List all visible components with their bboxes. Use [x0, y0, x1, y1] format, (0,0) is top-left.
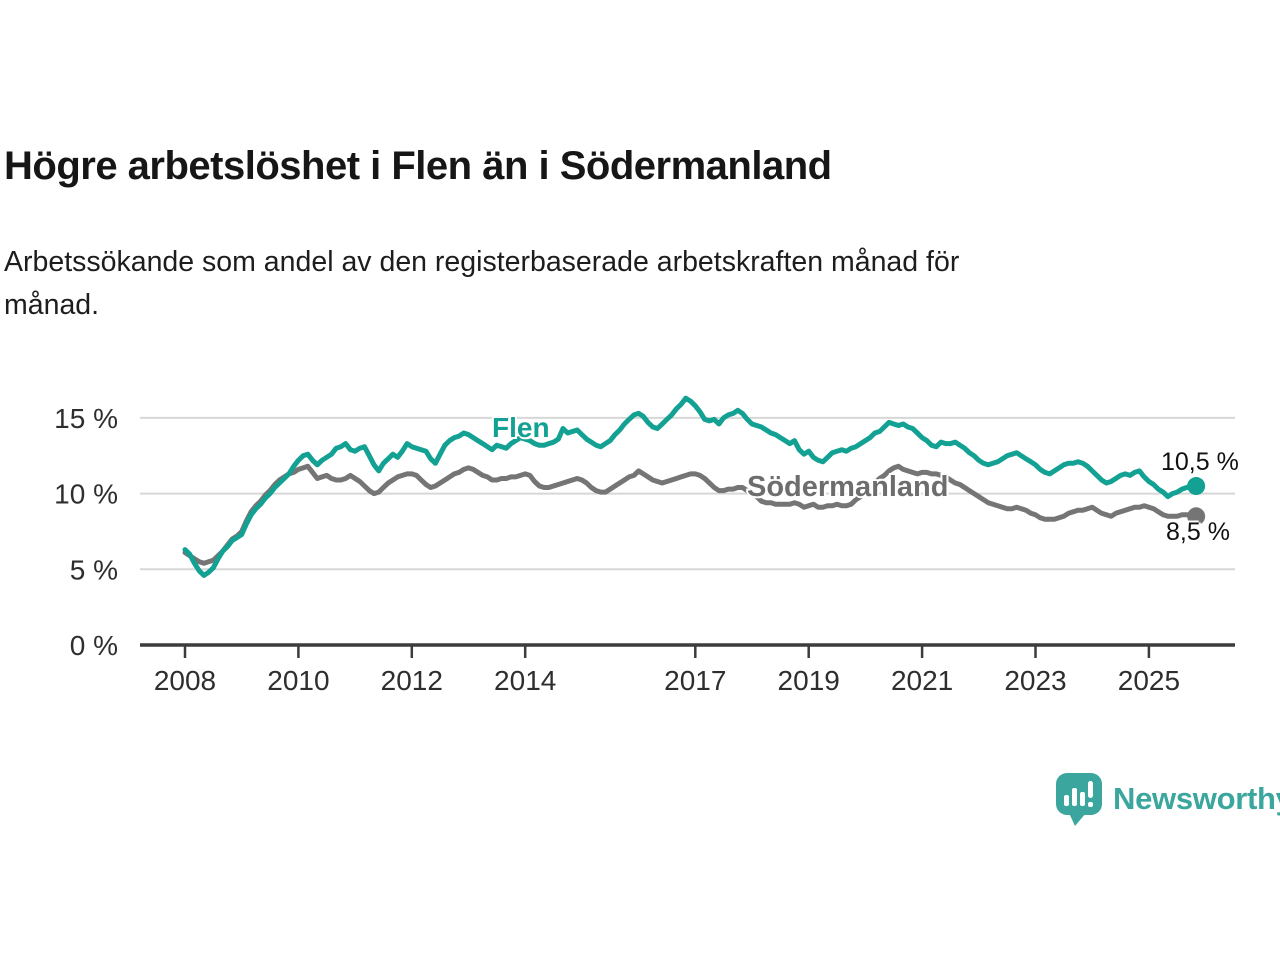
subtitle-line-1: Arbetssökande som andel av den registerb…: [4, 246, 960, 278]
series-label-flen: Flen: [492, 412, 550, 443]
x-tick-label-2019: 2019: [778, 665, 840, 696]
x-tick-label-2010: 2010: [267, 665, 329, 696]
page-title: Högre arbetslöshet i Flen än i Södermanl…: [4, 144, 832, 188]
x-tick-label-2025: 2025: [1118, 665, 1180, 696]
subtitle-line-2: månad.: [4, 288, 100, 321]
x-tick-label-2021: 2021: [891, 665, 953, 696]
y-tick-label-0: 0 %: [70, 630, 118, 661]
newsworthy-logo-text: Newsworthy: [1113, 781, 1280, 816]
series-line-flen: [182, 395, 1199, 578]
x-tick-label-2012: 2012: [381, 665, 443, 696]
x-tick-label-2008: 2008: [154, 665, 216, 696]
end-value-label-sodermanland: 8,5 %: [1166, 518, 1230, 546]
end-value-label-flen: 10,5 %: [1161, 448, 1239, 476]
newsworthy-bubble-bar-chart-icon: [1056, 773, 1102, 826]
newsworthy-logo: Newsworthy: [1054, 771, 1280, 827]
series-label-sodermanland: Södermanland: [747, 471, 949, 503]
y-tick-label-5: 5 %: [70, 554, 118, 585]
series-end-dot-södermanland: [1187, 507, 1206, 526]
y-tick-label-10: 10 %: [54, 479, 118, 510]
series-end-dot-flen: [1187, 477, 1206, 496]
x-tick-label-2014: 2014: [494, 665, 556, 696]
x-tick-label-2023: 2023: [1004, 665, 1066, 696]
series-line-södermanland: [182, 463, 1199, 566]
chart-subtitle: Arbetssökande som andel av den registerb…: [4, 241, 959, 327]
x-tick-label-2017: 2017: [664, 665, 726, 696]
y-tick-label-15: 15 %: [54, 403, 118, 434]
